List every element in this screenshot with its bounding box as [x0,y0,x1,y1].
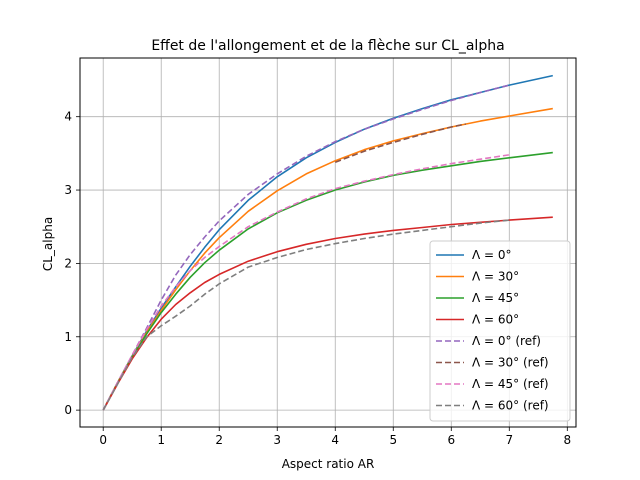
legend: Λ = 0° Λ = 30° Λ = 45° Λ = 60° Λ = 0° (ref) Λ… [429,240,571,422]
y-tick-label: 2 [64,256,72,270]
x-tick-label: 8 [563,433,571,447]
series-line-4 [102,216,553,411]
x-tick-label: 7 [505,433,513,447]
x-tick-label: 1 [157,433,165,447]
legend-box [429,240,571,422]
series-line-2 [102,107,553,411]
legend-label: Λ = 30° (ref) [472,356,549,370]
y-tick-label: 0 [64,403,72,417]
y-tick-label: 4 [64,110,72,124]
legend-label: Λ = 45° [472,291,519,305]
legend-label: Λ = 60° [472,313,519,327]
series-line-8 [102,219,510,411]
x-tick-label: 0 [99,433,107,447]
x-tick-label: 3 [273,433,281,447]
chart-title: Effet de l'allongement et de la flèche s… [151,38,504,54]
legend-label: Λ = 30° [472,270,519,284]
x-tick-label: 5 [389,433,397,447]
legend-label: Λ = 0° [472,248,512,262]
x-tick-label: 4 [331,433,339,447]
legend-label: Λ = 0° (ref) [472,334,541,348]
plot-frame [79,57,577,428]
series-line-6 [335,123,466,163]
legend-label: Λ = 60° (ref) [472,399,549,413]
x-tick-label: 2 [215,433,223,447]
series-line-7 [102,154,510,411]
series-line-3 [102,151,553,411]
y-tick-label: 1 [64,330,72,344]
legend-label: Λ = 45° (ref) [472,377,549,391]
series-lines [102,74,553,411]
y-axis-title: CL_alpha [41,217,55,271]
x-tick-label: 6 [447,433,455,447]
axis-ticks: 0 1 2 3 4 5 6 7 8 0 1 2 3 4 [64,110,571,447]
y-tick-label: 3 [64,183,72,197]
x-axis-title: Aspect ratio AR [282,457,375,471]
